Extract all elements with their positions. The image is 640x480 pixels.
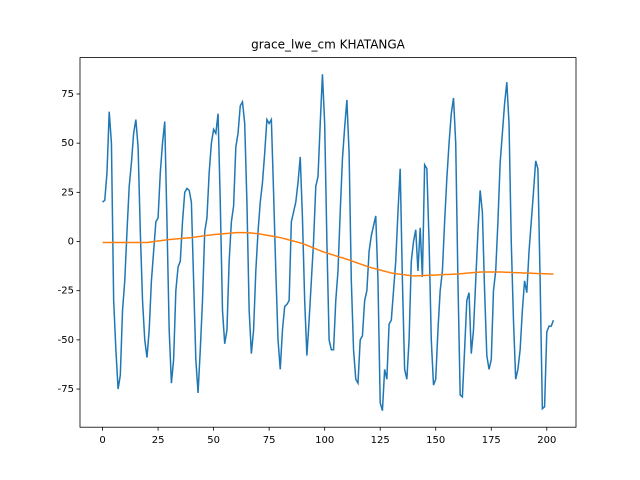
x-tick-label: 50 (207, 435, 220, 446)
y-tick-label: 50 (61, 138, 74, 149)
x-tick-label: 125 (371, 435, 390, 446)
y-tick-label: 25 (61, 187, 74, 198)
chart-title: grace_lwe_cm KHATANGA (251, 38, 406, 52)
x-tick-label: 25 (152, 435, 165, 446)
y-tick-label: 0 (68, 237, 74, 248)
y-tick-label: 75 (61, 89, 74, 100)
x-tick-label: 175 (482, 435, 501, 446)
x-tick-label: 75 (263, 435, 276, 446)
y-tick-label: -50 (58, 335, 74, 346)
plot-frame (79, 57, 577, 428)
y-tick-label: -25 (58, 286, 74, 297)
x-tick-label: 200 (537, 435, 556, 446)
series-line (102, 74, 555, 411)
x-tick-label: 100 (315, 435, 334, 446)
series-line (102, 231, 554, 277)
y-tick-label: -75 (58, 384, 74, 395)
x-tick-label: 0 (99, 435, 105, 446)
x-tick-label: 150 (426, 435, 445, 446)
